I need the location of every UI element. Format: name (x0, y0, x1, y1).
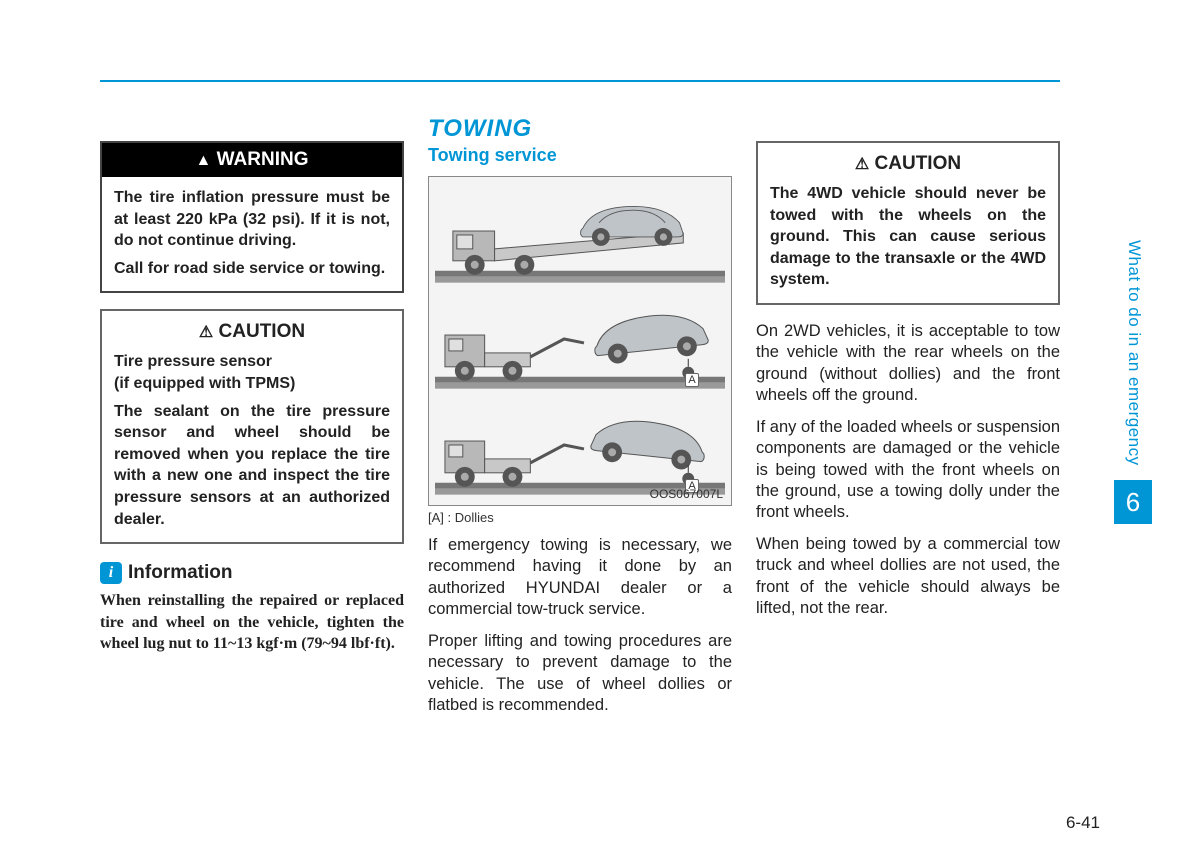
caution-callout-1: ⚠ CAUTION Tire pressure sensor (if equip… (100, 309, 404, 544)
figure-panel-flatbed (435, 183, 725, 283)
caution1-header-text: CAUTION (219, 321, 306, 342)
warning-p1: The tire inflation pressure must be at l… (114, 187, 390, 252)
col3-p3: When being towed by a commercial tow tru… (756, 534, 1060, 620)
warning-callout: ▲ WARNING The tire inflation pressure mu… (100, 141, 404, 293)
info-header-text: Information (128, 562, 233, 584)
caution1-body: Tire pressure sensor (if equipped with T… (114, 351, 390, 530)
column-2: TOWING Towing service (428, 115, 732, 727)
info-icon: i (100, 562, 122, 584)
figure-caption: [A] : Dollies (428, 510, 732, 525)
information-header: i Information (100, 562, 404, 584)
towing-figure: A (428, 176, 732, 506)
warning-icon: ▲ (196, 152, 212, 169)
page-number: 6-41 (1066, 813, 1100, 833)
caution1-p1: Tire pressure sensor (114, 351, 390, 373)
section-title: TOWING (428, 115, 732, 143)
col2-p2: Proper lifting and towing procedures are… (428, 631, 732, 717)
top-divider (100, 80, 1060, 82)
caution2-header-text: CAUTION (875, 153, 962, 174)
content-columns: ▲ WARNING The tire inflation pressure mu… (100, 115, 1060, 727)
figure-ref: OOS067007L (650, 487, 723, 501)
caution1-p3: The sealant on the tire pressure sensor … (114, 401, 390, 531)
information-body: When reinstalling the repaired or replac… (100, 590, 404, 655)
dolly-marker-a1: A (685, 373, 699, 387)
caution2-p: The 4WD vehicle should never be towed wi… (770, 183, 1046, 291)
warning-p2: Call for road side service or towing. (114, 258, 390, 280)
warning-header: ▲ WARNING (102, 143, 402, 177)
col2-p1: If emergency towing is necessary, we rec… (428, 535, 732, 621)
chapter-badge: 6 (1114, 480, 1152, 524)
caution1-header: ⚠ CAUTION (114, 321, 390, 343)
warning-header-text: WARNING (217, 149, 309, 170)
caution-callout-2: ⚠ CAUTION The 4WD vehicle should never b… (756, 141, 1060, 305)
side-tab-label: What to do in an emergency (1124, 240, 1144, 466)
figure-panel-rear-lift: A (435, 395, 725, 495)
column-1: ▲ WARNING The tire inflation pressure mu… (100, 141, 404, 727)
caution1-p2: (if equipped with TPMS) (114, 373, 390, 395)
caution-icon: ⚠ (199, 324, 213, 341)
caution-icon: ⚠ (855, 156, 869, 173)
caution2-header: ⚠ CAUTION (770, 153, 1046, 175)
warning-body: The tire inflation pressure must be at l… (114, 187, 390, 279)
caution2-body: The 4WD vehicle should never be towed wi… (770, 183, 1046, 291)
col3-p2: If any of the loaded wheels or suspensio… (756, 417, 1060, 524)
subsection-title: Towing service (428, 145, 732, 166)
column-3: ⚠ CAUTION The 4WD vehicle should never b… (756, 141, 1060, 727)
col3-p1: On 2WD vehicles, it is acceptable to tow… (756, 321, 1060, 407)
figure-panel-front-lift: A (435, 289, 725, 389)
